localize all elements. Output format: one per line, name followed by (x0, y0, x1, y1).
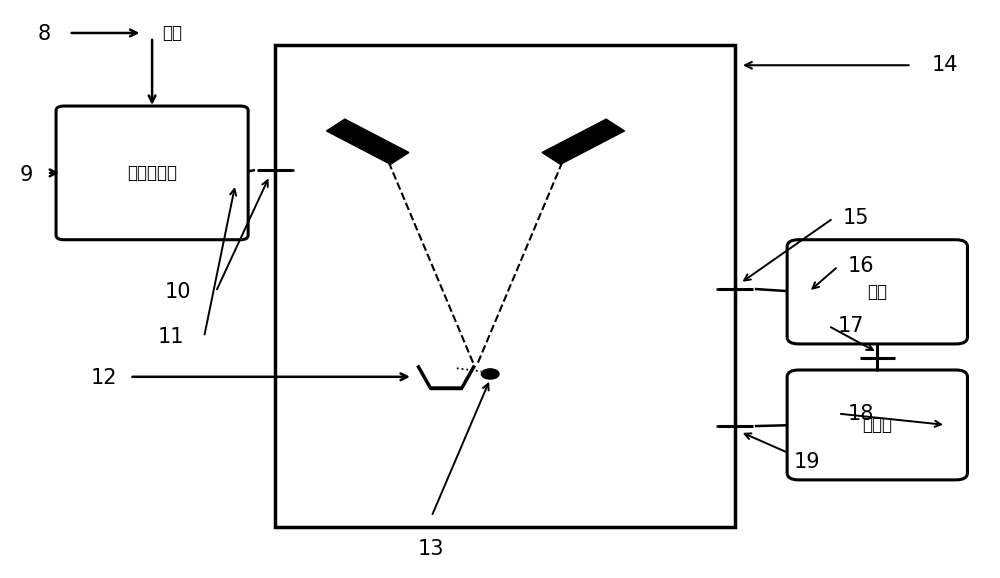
FancyBboxPatch shape (787, 370, 967, 480)
Text: 氧气: 氧气 (162, 24, 182, 42)
Text: 13: 13 (418, 539, 445, 560)
Text: 12: 12 (90, 369, 117, 388)
Text: 冷泵: 冷泵 (867, 283, 887, 301)
Polygon shape (326, 119, 409, 164)
FancyBboxPatch shape (787, 240, 967, 344)
Polygon shape (542, 119, 625, 164)
Text: 18: 18 (848, 403, 874, 424)
Text: 10: 10 (165, 282, 191, 302)
Text: 19: 19 (794, 452, 821, 472)
Text: 17: 17 (838, 316, 865, 336)
FancyBboxPatch shape (56, 106, 248, 240)
Bar (275, 46, 735, 527)
Text: 机械泵: 机械泵 (862, 416, 892, 434)
Text: 臭氧发生器: 臭氧发生器 (127, 164, 177, 182)
Text: 15: 15 (843, 208, 870, 228)
Text: 9: 9 (20, 165, 33, 184)
Circle shape (481, 369, 499, 379)
Text: 16: 16 (848, 256, 875, 276)
Text: 11: 11 (158, 327, 184, 347)
Text: 14: 14 (931, 55, 958, 75)
Text: 8: 8 (37, 24, 51, 44)
